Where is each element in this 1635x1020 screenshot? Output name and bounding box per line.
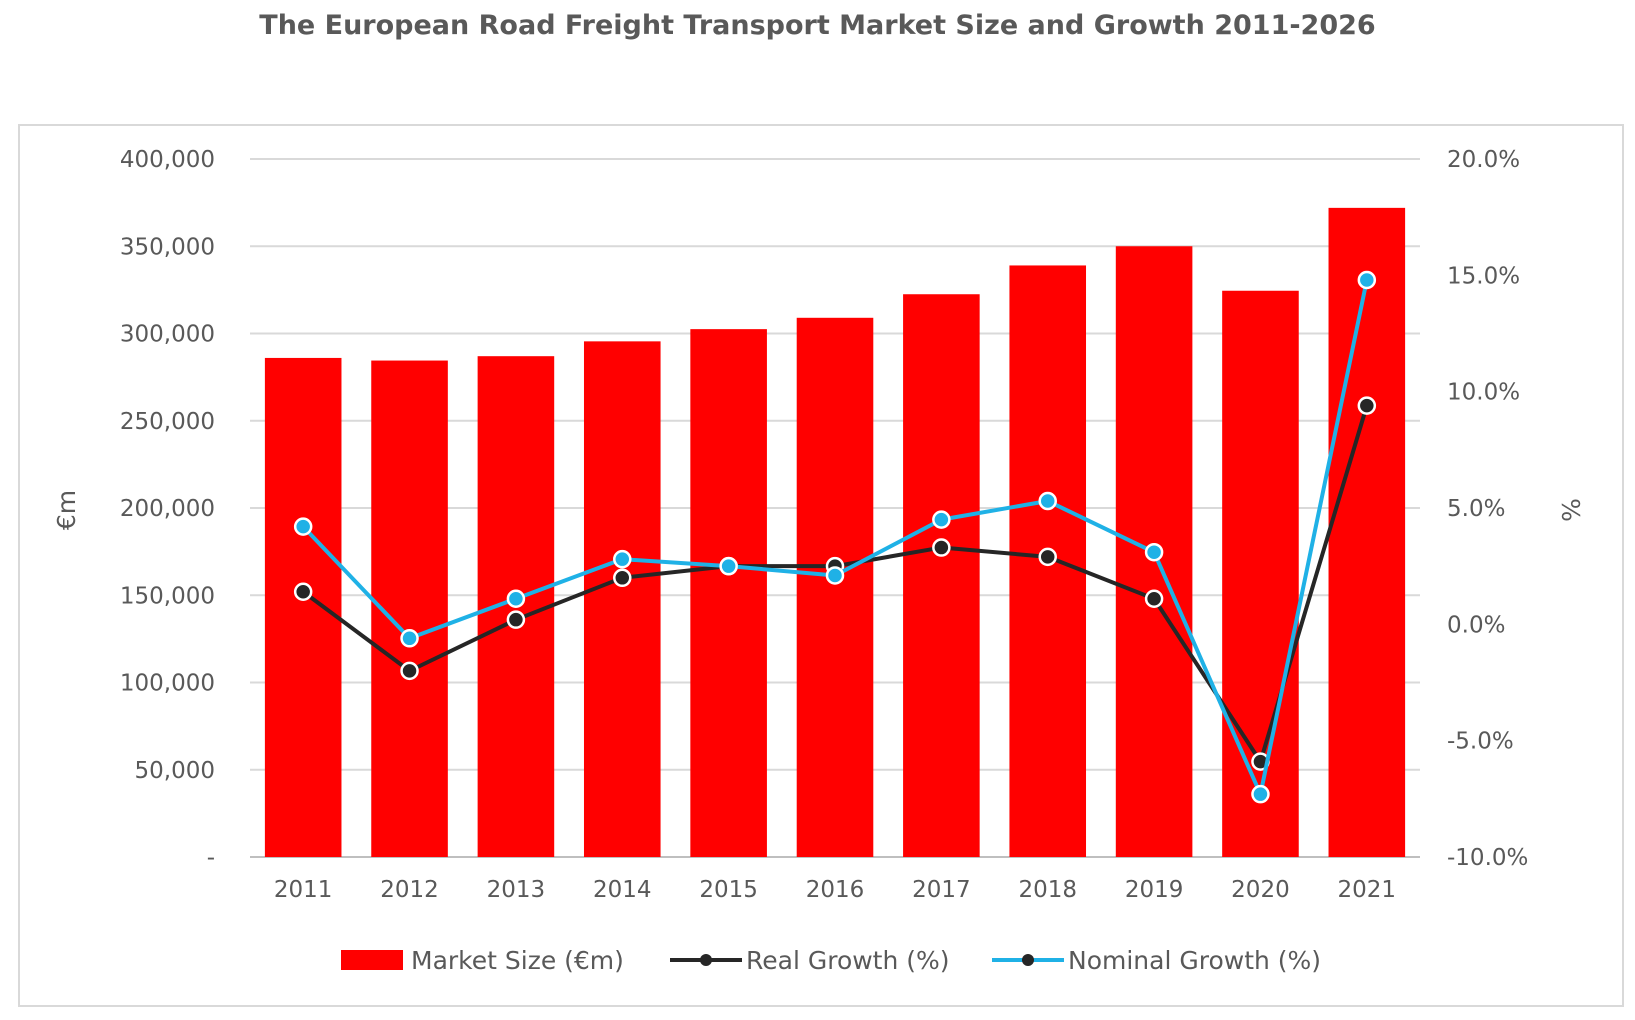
point-real-growth bbox=[1144, 589, 1164, 608]
bar-series bbox=[264, 207, 1406, 858]
bar-market-size bbox=[583, 341, 661, 857]
line-series bbox=[293, 270, 1377, 804]
x-tick-label: 2015 bbox=[699, 877, 758, 903]
point-real-growth bbox=[400, 661, 419, 681]
y-tick-label: 350,000 bbox=[120, 234, 215, 260]
x-tick-label: 2021 bbox=[1338, 877, 1397, 903]
point-real-growth bbox=[293, 582, 313, 602]
y-tick-label: 250,000 bbox=[120, 409, 215, 435]
x-tick-label: 2019 bbox=[1125, 877, 1184, 903]
legend-swatch-marker bbox=[700, 954, 712, 966]
point-real-growth bbox=[613, 568, 632, 588]
point-nominal-growth bbox=[293, 517, 313, 536]
chart-title: The European Road Freight Transport Mark… bbox=[259, 10, 1376, 41]
x-tick-label: 2016 bbox=[806, 877, 865, 903]
y2-tick-label: 10.0% bbox=[1447, 380, 1520, 406]
y-tick-label: 200,000 bbox=[120, 496, 215, 522]
point-nominal-growth bbox=[613, 549, 632, 569]
bar-market-size bbox=[1328, 207, 1406, 858]
y-tick-label: 400,000 bbox=[120, 147, 215, 173]
x-tick-label: 2012 bbox=[380, 877, 439, 903]
y-tick-label: 150,000 bbox=[120, 583, 215, 609]
point-real-growth bbox=[1357, 396, 1377, 415]
y-tick-label: 300,000 bbox=[120, 322, 215, 348]
axis-ticks: - 50,000 100,000 150,000 200,000 250,000 300,0… bbox=[120, 147, 1529, 903]
point-real-growth bbox=[932, 538, 951, 557]
legend-label: Nominal Growth (%) bbox=[1068, 946, 1321, 975]
x-tick-label: 2014 bbox=[593, 877, 652, 903]
bar-market-size bbox=[264, 357, 342, 857]
chart-frame bbox=[18, 124, 1624, 1007]
y-tick-label: - bbox=[207, 845, 215, 871]
y-tick-label: 100,000 bbox=[120, 671, 215, 697]
x-tick-label: 2017 bbox=[912, 877, 971, 903]
y2-tick-label: 15.0% bbox=[1447, 263, 1520, 289]
point-nominal-growth bbox=[506, 589, 526, 608]
legend-label: Real Growth (%) bbox=[746, 946, 950, 975]
point-nominal-growth bbox=[932, 510, 951, 529]
y2-tick-label: 20.0% bbox=[1447, 147, 1520, 173]
x-tick-label: 2013 bbox=[487, 877, 546, 903]
point-nominal-growth bbox=[1144, 542, 1164, 562]
y-tick-label: 50,000 bbox=[135, 758, 215, 784]
y2-tick-label: 5.0% bbox=[1447, 496, 1505, 522]
bar-market-size bbox=[1222, 290, 1299, 857]
x-tick-label: 2018 bbox=[1018, 877, 1077, 903]
y2-tick-label: 0.0% bbox=[1447, 612, 1505, 638]
point-nominal-growth bbox=[1038, 491, 1057, 511]
point-nominal-growth bbox=[1251, 784, 1270, 804]
point-real-growth bbox=[1038, 547, 1057, 567]
legend-swatch-market-size bbox=[341, 950, 403, 970]
legend: Market Size (€m) Real Growth (%) Nominal G… bbox=[341, 946, 1321, 975]
point-nominal-growth bbox=[719, 556, 738, 576]
point-nominal-growth bbox=[1357, 270, 1377, 290]
point-nominal-growth bbox=[825, 566, 845, 585]
y2-tick-label: -5.0% bbox=[1447, 729, 1514, 755]
y2-tick-label: -10.0% bbox=[1447, 845, 1528, 871]
bar-market-size bbox=[903, 294, 980, 857]
y-axis-title: €m bbox=[52, 490, 81, 530]
x-tick-label: 2020 bbox=[1231, 877, 1290, 903]
point-nominal-growth bbox=[400, 629, 419, 648]
legend-label: Market Size (€m) bbox=[411, 946, 624, 975]
y2-axis-title: % bbox=[1556, 498, 1585, 522]
point-real-growth bbox=[506, 610, 526, 629]
bar-market-size bbox=[796, 317, 874, 857]
bar-market-size bbox=[690, 329, 767, 857]
legend-swatch-marker bbox=[1022, 954, 1034, 966]
x-tick-label: 2011 bbox=[274, 877, 333, 903]
